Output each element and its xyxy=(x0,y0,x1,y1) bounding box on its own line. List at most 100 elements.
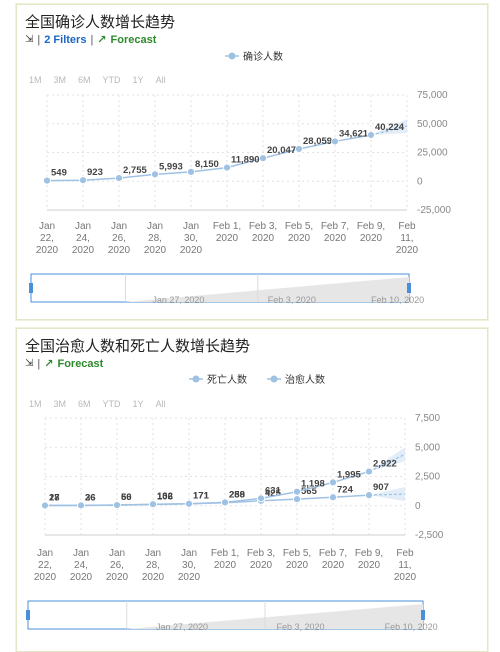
chart-title: 全国治愈人数和死亡人数增长趋势 xyxy=(25,338,251,355)
data-label: 1,995 xyxy=(337,469,361,480)
data-label: 907 xyxy=(373,482,389,493)
forecast-band xyxy=(369,487,405,502)
range-button-1y[interactable]: 1Y xyxy=(132,399,144,409)
data-point xyxy=(367,131,375,139)
chart-title: 全国确诊人数增长趋势 xyxy=(25,14,176,31)
chart-toolbar: ⇲ | 2 Filters | ↗ Forecast xyxy=(25,33,157,47)
data-point xyxy=(295,145,303,153)
divider: | xyxy=(90,33,94,46)
series-line xyxy=(44,470,370,507)
range-selector: 1M 3M 6M YTD 1Y All xyxy=(29,75,166,85)
range-button-all[interactable]: All xyxy=(155,75,166,85)
data-label: 171 xyxy=(193,491,210,502)
filters-link[interactable]: 2 Filters xyxy=(44,33,87,46)
data-label: 34,621 xyxy=(339,128,369,139)
navigator-area xyxy=(126,604,423,629)
range-button-3m[interactable]: 3M xyxy=(53,399,67,409)
range-button-6m[interactable]: 6M xyxy=(78,75,91,85)
confirmed-chart-card: 全国确诊人数增长趋势 ⇲ | 2 Filters | ↗ Forecast 1M… xyxy=(16,4,488,320)
data-label: 132 xyxy=(157,491,173,502)
x-tick-label: Feb 5, 2020 xyxy=(283,548,311,571)
forecast-line xyxy=(370,125,408,136)
range-button-all[interactable]: All xyxy=(155,399,166,409)
x-tick-label: Jan 24, 2020 xyxy=(72,221,95,256)
range-button-ytd[interactable]: YTD xyxy=(102,75,121,85)
range-button-3m[interactable]: 3M xyxy=(53,75,67,85)
data-label: 171 xyxy=(193,491,210,502)
range-button-1m[interactable]: 1M xyxy=(29,75,42,85)
data-point xyxy=(41,501,49,510)
x-tick-label: Feb 7, 2020 xyxy=(321,221,349,244)
data-point xyxy=(329,493,337,502)
data-point xyxy=(329,478,337,487)
data-label: 60 xyxy=(121,492,132,503)
data-point xyxy=(223,163,231,172)
data-point xyxy=(151,170,159,179)
range-button-6m[interactable]: 6M xyxy=(78,399,91,409)
data-label: 28 xyxy=(49,492,60,503)
x-tick-label: Jan 28, 2020 xyxy=(144,221,167,256)
data-label: 2,755 xyxy=(123,165,147,176)
y-tick-label: 75,000 xyxy=(417,90,448,101)
data-label: 2,922 xyxy=(373,459,397,470)
range-selector: 1M 3M 6M YTD 1Y All xyxy=(29,399,166,409)
legend-marker xyxy=(192,375,200,383)
x-tick-label: Feb 11, 2020 xyxy=(394,548,417,583)
y-tick-label: 2,500 xyxy=(415,472,440,483)
forecast-link[interactable]: Forecast xyxy=(110,33,157,46)
data-label: 631 xyxy=(265,485,282,496)
range-button-ytd[interactable]: YTD xyxy=(102,399,121,409)
data-label: 17 xyxy=(49,493,60,504)
data-label: 26 xyxy=(85,492,96,503)
data-point xyxy=(293,495,301,504)
chart-toolbar: ⇲ | ↗ Forecast xyxy=(25,357,104,371)
forecast-link[interactable]: Forecast xyxy=(57,357,104,370)
data-point xyxy=(113,501,121,509)
data-label: 288 xyxy=(229,489,245,500)
navigator-handle-right[interactable] xyxy=(421,610,425,620)
data-point xyxy=(43,176,51,185)
data-label: 549 xyxy=(51,168,67,179)
forecast-line xyxy=(368,493,406,496)
divider: | xyxy=(37,33,41,46)
range-button-1m[interactable]: 1M xyxy=(29,399,42,409)
data-label: 8,150 xyxy=(195,159,219,170)
data-point xyxy=(293,487,301,496)
filter-icon[interactable]: ⇲ xyxy=(25,358,34,369)
legend-label: 死亡人数 xyxy=(207,373,247,386)
data-label: 259 xyxy=(229,490,245,501)
x-tick-label: Jan 24, 2020 xyxy=(70,548,93,583)
forecast-arrow-icon[interactable]: ↗ xyxy=(44,358,54,370)
x-tick-label: Feb 9, 2020 xyxy=(355,548,383,571)
forecast-band xyxy=(371,119,407,135)
y-tick-label: -25,000 xyxy=(417,205,451,216)
data-label: 1,198 xyxy=(301,479,325,490)
x-tick-label: Jan 26, 2020 xyxy=(106,548,129,583)
forecast-arrow-icon[interactable]: ↗ xyxy=(97,34,107,46)
x-tick-label: Jan 30, 2020 xyxy=(180,221,203,256)
navigator-handle-right[interactable] xyxy=(407,283,411,293)
y-tick-label: 5,000 xyxy=(415,442,440,453)
x-tick-label: Feb 1, 2020 xyxy=(213,221,241,244)
filter-icon[interactable]: ⇲ xyxy=(25,34,34,45)
x-tick-label: Jan 28, 2020 xyxy=(142,548,165,583)
x-tick-label: Feb 3, 2020 xyxy=(249,221,277,244)
navigator-date-label: Feb 3, 2020 xyxy=(277,622,325,632)
data-point xyxy=(77,501,85,510)
x-tick-label: Jan 22, 2020 xyxy=(34,548,57,583)
data-point xyxy=(221,498,229,507)
range-button-1y[interactable]: 1Y xyxy=(132,75,144,85)
y-tick-label: 50,000 xyxy=(417,119,448,130)
navigator-date-label: Feb 10, 2020 xyxy=(385,622,438,632)
navigator-handle-left[interactable] xyxy=(29,283,33,293)
data-point xyxy=(331,137,339,146)
divider: | xyxy=(37,357,41,370)
data-label: 56 xyxy=(121,492,132,503)
navigator-handle-left[interactable] xyxy=(26,610,30,620)
legend-marker xyxy=(228,52,236,60)
navigator-area xyxy=(125,277,409,302)
x-tick-label: Jan 26, 2020 xyxy=(108,221,131,256)
y-tick-label: 25,000 xyxy=(417,148,448,159)
recovered-deaths-chart-card: 全国治愈人数和死亡人数增长趋势 ⇲ | ↗ Forecast 1M 3M 6M … xyxy=(16,328,488,652)
y-tick-label: -2,500 xyxy=(415,530,444,541)
